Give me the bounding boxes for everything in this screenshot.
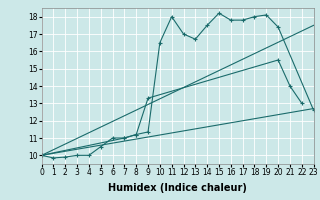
X-axis label: Humidex (Indice chaleur): Humidex (Indice chaleur) xyxy=(108,183,247,193)
